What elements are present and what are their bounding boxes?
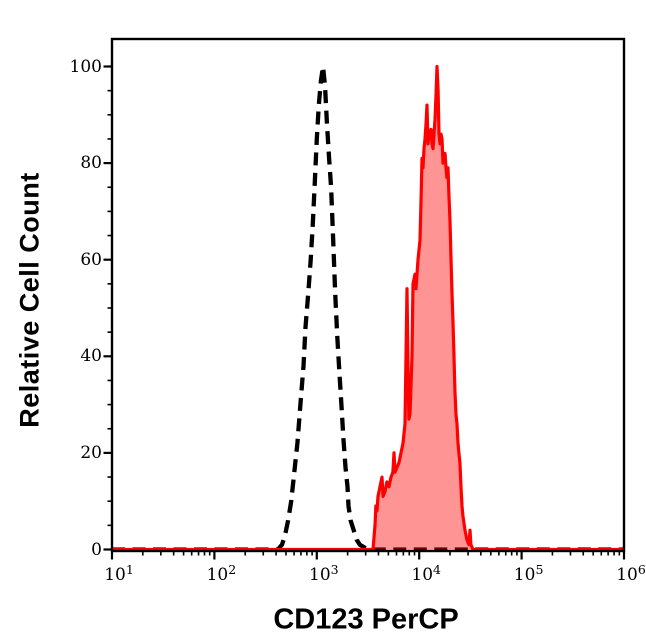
- x-tick-label-10e5: 105: [513, 562, 544, 585]
- x-tick-label-10e2: 102: [206, 562, 237, 585]
- stained-area-fill: [373, 66, 473, 550]
- y-tick-label-100: 100: [69, 56, 102, 77]
- stained-curve: [112, 64, 624, 552]
- x-tick-label-10e4: 104: [411, 562, 441, 585]
- y-tick-label-20: 20: [80, 442, 102, 463]
- x-tick-label-10e6: 106: [616, 562, 646, 585]
- control-dashed-curve: [112, 66, 624, 552]
- x-axis-title: CD123 PerCP: [273, 603, 459, 636]
- y-tick-label-80: 80: [80, 153, 102, 174]
- y-tick-label-40: 40: [80, 346, 102, 367]
- y-tick-label-60: 60: [80, 249, 102, 270]
- y-axis-title: Relative Cell Count: [14, 172, 45, 428]
- x-tick-label-10e3: 103: [309, 562, 339, 585]
- plot-frame: [110, 37, 626, 553]
- x-tick-label-10e1: 101: [104, 562, 134, 585]
- y-tick-label-0: 0: [91, 539, 102, 560]
